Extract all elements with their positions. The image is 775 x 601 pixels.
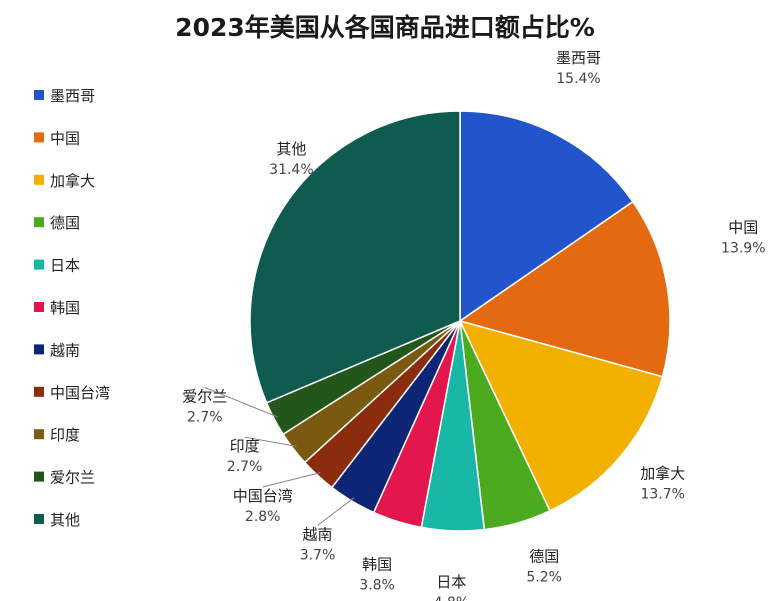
slice-11-wedge [249, 110, 461, 404]
slice-8-leader-line [262, 472, 321, 488]
slice-3-legend-label: 加拿大 [50, 172, 95, 190]
slice-10-legend-swatch [34, 471, 44, 482]
slice-8-percent-label: 2.8% [245, 509, 281, 525]
slice-7-legend-swatch [34, 344, 44, 355]
slice-3-category-label: 加拿大 [640, 465, 685, 483]
slice-10-category-label: 爱尔兰 [182, 388, 227, 406]
slice-4-percent-label: 5.2% [526, 570, 562, 586]
slice-5-legend-label: 日本 [50, 257, 80, 275]
slice-4-category-label: 德国 [529, 548, 559, 566]
slice-7-category-label: 越南 [302, 526, 332, 544]
slice-7-leader-line [317, 497, 355, 526]
slice-5-category-label: 日本 [436, 573, 466, 591]
slice-6-legend-label: 韩国 [50, 299, 80, 317]
slice-9-legend-label: 印度 [50, 426, 80, 444]
slice-1-category-label: 墨西哥 [556, 49, 601, 67]
slice-11-percent-label: 31.4% [269, 162, 313, 178]
slice-2-percent-label: 13.9% [721, 241, 765, 257]
slice-8-legend-swatch [34, 386, 44, 397]
slice-7-percent-label: 3.7% [300, 548, 336, 564]
slice-9-leader-line [244, 436, 297, 447]
slice-11-legend-swatch [34, 514, 44, 524]
slice-1-percent-label: 15.4% [556, 71, 600, 87]
slice-9-percent-label: 2.7% [227, 459, 263, 475]
slice-8-legend-label: 中国台湾 [50, 384, 110, 402]
slice-4-legend-swatch [34, 217, 44, 228]
slice-4-legend-label: 德国 [50, 214, 80, 232]
slice-labels: 墨西哥 15.4% 中国 13.9% 加拿大 13.7% 德国 5.2% 日本 4.8% 韩国 3.8… [182, 49, 765, 601]
slice-10-legend-label: 爱尔兰 [50, 469, 95, 487]
slice-1-legend-label: 墨西哥 [50, 87, 95, 105]
slice-9-category-label: 印度 [230, 437, 260, 455]
slice-5-percent-label: 4.8% [434, 595, 470, 601]
slice-2-wedge [458, 200, 671, 378]
slice-8-category-label: 中国台湾 [233, 487, 293, 505]
slice-2-legend-label: 中国 [50, 129, 80, 147]
slice-5-legend-swatch [34, 259, 44, 270]
slice-10-percent-label: 2.7% [187, 410, 223, 426]
slice-1-legend-swatch [34, 90, 44, 100]
slice-6-category-label: 韩国 [362, 556, 392, 574]
slice-11-legend-label: 其他 [50, 511, 80, 529]
slice-3-percent-label: 13.7% [640, 487, 684, 503]
chart-title: 2023年美国从各国商品进口额占比% [175, 13, 595, 42]
slice-2-legend-swatch [34, 132, 44, 143]
slice-11-category-label: 其他 [276, 140, 306, 158]
slice-6-percent-label: 3.8% [359, 578, 395, 594]
slice-9-legend-swatch [34, 429, 44, 440]
slice-1-wedge [459, 110, 634, 323]
slice-7-legend-label: 越南 [50, 341, 80, 359]
slice-3-legend-swatch [34, 174, 44, 185]
pie-slices [249, 110, 671, 532]
slice-6-legend-swatch [34, 302, 44, 312]
slice-10-leader-line [204, 387, 278, 418]
slice-3-wedge [458, 319, 664, 512]
slice-2-category-label: 中国 [728, 219, 758, 237]
